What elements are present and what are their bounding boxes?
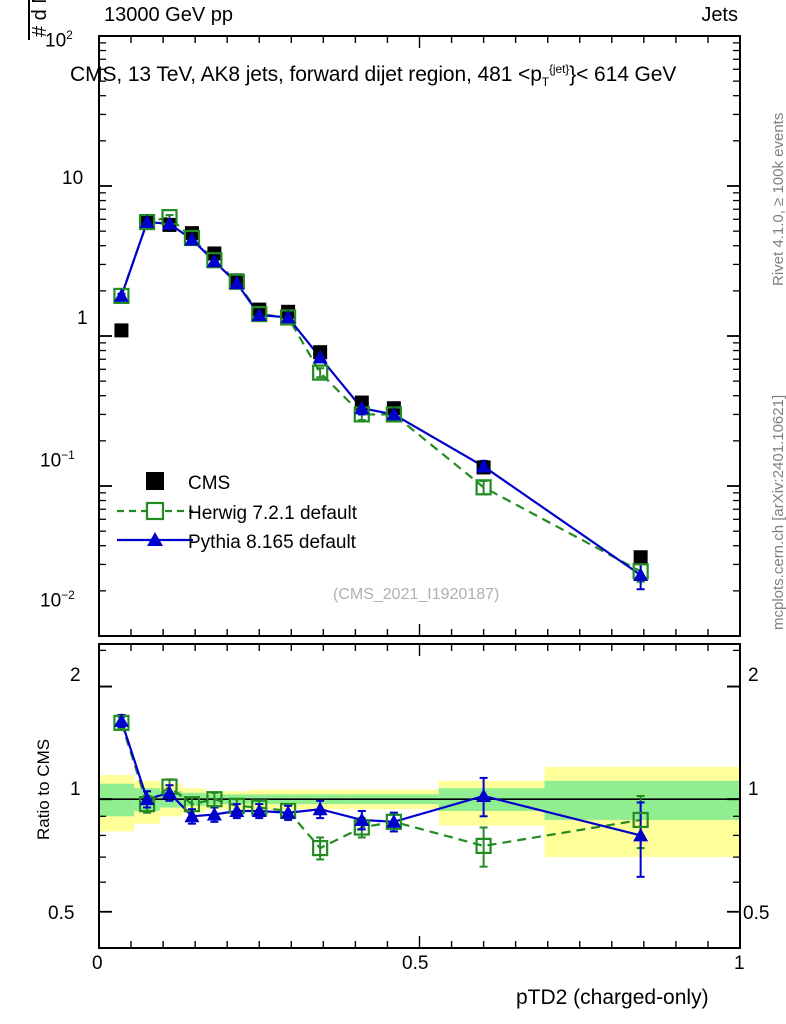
y-tick-label-1: 1 [77, 308, 88, 329]
legend-label-cms: CMS [188, 473, 231, 494]
header-beam-label: 13000 GeV pp [104, 4, 233, 26]
marker-pythia [139, 214, 155, 229]
x-tick-label-0: 0 [92, 953, 103, 974]
legend-label-pythia: Pythia 8.165 default [188, 532, 356, 553]
y-tick-label-10: 10 [62, 168, 84, 189]
marker-pythia [280, 805, 296, 819]
legend-marker-herwig [145, 501, 165, 521]
title-suffix: }< 614 GeV [569, 63, 677, 86]
analysis-id-watermark: (CMS_2021_I1920187) [333, 586, 500, 603]
marker-pythia [386, 406, 402, 421]
marker-pythia [476, 458, 492, 473]
marker-pythia [113, 713, 129, 727]
ratio-y-tick-right-2: 2 [748, 665, 759, 686]
marker-pythia [206, 253, 222, 268]
page-title: CMS, 13 TeV, AK8 jets, forward dijet reg… [70, 62, 676, 89]
marker-herwig [475, 479, 492, 496]
marker-pythia [229, 275, 245, 290]
ratio-y-tick-0p5: 0.5 [48, 903, 75, 924]
ratio-y-tick-right-0p5: 0.5 [743, 903, 770, 924]
legend-marker-cms [146, 472, 164, 490]
title-prefix: CMS, 13 TeV, AK8 jets, forward dijet reg… [70, 63, 542, 86]
marker-pythia [184, 231, 200, 246]
marker-herwig [632, 811, 649, 829]
marker-pythia [354, 812, 370, 826]
marker-pythia [251, 307, 267, 322]
marker-herwig [312, 364, 329, 381]
legend-marker-pythia [147, 532, 163, 546]
marker-herwig [251, 305, 268, 323]
ratio-y-tick-2: 2 [70, 665, 81, 686]
x-axis-title: pTD2 (charged-only) [516, 986, 709, 1009]
y-tick-label-0p01: 10−2 [40, 588, 75, 612]
marker-pythia [139, 791, 155, 806]
y-tick-label-0p1: 10−1 [40, 448, 75, 472]
marker-pythia [476, 788, 492, 802]
marker-pythia [280, 309, 296, 324]
marker-pythia [386, 814, 402, 828]
marker-pythia [184, 808, 200, 823]
marker-pythia [206, 807, 222, 821]
marker-pythia [633, 567, 649, 582]
ratio-axis-title: Ratio to CMS [34, 738, 53, 840]
marker-pythia [113, 288, 129, 302]
marker-pythia [354, 400, 370, 415]
title-superscript: {jet} [549, 62, 570, 76]
ratio-y-tick-1: 1 [70, 779, 81, 800]
marker-herwig [312, 839, 329, 857]
ratio-band-inner [544, 780, 740, 820]
x-tick-label-1: 1 [734, 953, 745, 974]
marker-cms [633, 550, 648, 565]
marker-pythia [162, 785, 178, 799]
marker-pythia [251, 803, 267, 817]
marker-pythia [162, 216, 178, 230]
marker-pythia [633, 827, 649, 842]
marker-pythia [312, 349, 328, 364]
marker-herwig [475, 837, 492, 855]
marker-cms [114, 323, 129, 338]
title-subscript: T [541, 75, 550, 90]
x-tick-label-0p5: 0.5 [402, 953, 429, 974]
marker-pythia [312, 801, 328, 816]
y-tick-label-100: 102 [45, 28, 73, 52]
legend-label-herwig: Herwig 7.2.1 default [188, 503, 357, 524]
marker-herwig [206, 791, 223, 808]
header-category-label: Jets [701, 4, 738, 26]
ratio-y-tick-right-1: 1 [748, 779, 759, 800]
marker-pythia [229, 803, 245, 817]
